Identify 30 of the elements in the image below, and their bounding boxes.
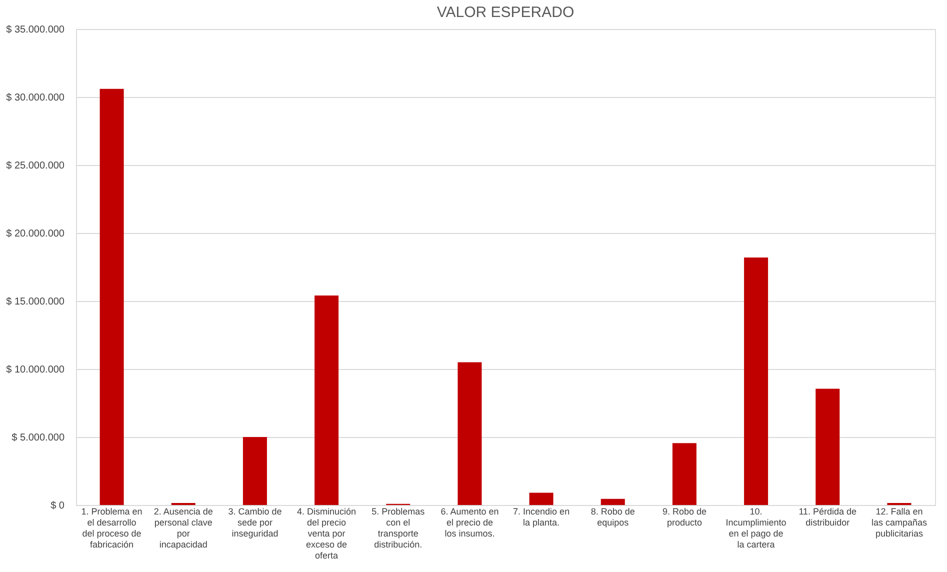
x-tick-label: 10. Incumplimiento en el pago de la cartera <box>726 506 786 550</box>
x-tick-label: 4. Disminución del precio venta por exceso de oferta <box>297 506 356 560</box>
x-tick-label: 8. Robo de equipos <box>590 506 635 528</box>
x-tick-label: 2. Ausencia de personal clave por incapacidad <box>154 506 213 550</box>
chart-title: VALOR ESPERADO <box>436 4 574 21</box>
y-tick-label: $ 10.000.000 <box>6 364 65 376</box>
x-tick-label: 9. Robo de producto <box>662 506 706 528</box>
bar <box>458 362 482 505</box>
bar <box>672 443 696 505</box>
bar <box>600 498 625 505</box>
x-tick-label: 11. Pérdida de distribuidor <box>798 506 857 528</box>
x-tick-label: 7. Incendio en la planta. <box>513 506 570 528</box>
y-tick-label: $ 25.000.000 <box>6 160 65 172</box>
bar <box>816 388 840 505</box>
bar <box>529 492 554 505</box>
y-tick-label: $ 15.000.000 <box>6 296 65 308</box>
x-tick-label: 5. Problemas con el transporte distribución. <box>372 506 426 550</box>
y-tick-label: $ 20.000.000 <box>6 228 65 240</box>
x-tick-label: 3. Cambio de sede por inseguridad <box>228 506 282 538</box>
y-tick-label: $ 35.000.000 <box>6 24 65 36</box>
x-tick-label: 12. Falla en las campañas publicitarias <box>871 506 928 538</box>
x-tick-label: 1. Problema en el desarrollo del proceso de fabricación <box>81 506 142 550</box>
bar <box>242 437 267 505</box>
bar <box>314 296 339 505</box>
y-tick-label: $ 0 <box>50 500 65 512</box>
bar <box>744 257 768 505</box>
bar <box>100 88 124 505</box>
y-tick-label: $ 5.000.000 <box>12 432 65 444</box>
y-tick-label: $ 30.000.000 <box>6 92 65 104</box>
x-tick-label: 6. Aumento en el precio de los insumos. <box>440 506 499 538</box>
